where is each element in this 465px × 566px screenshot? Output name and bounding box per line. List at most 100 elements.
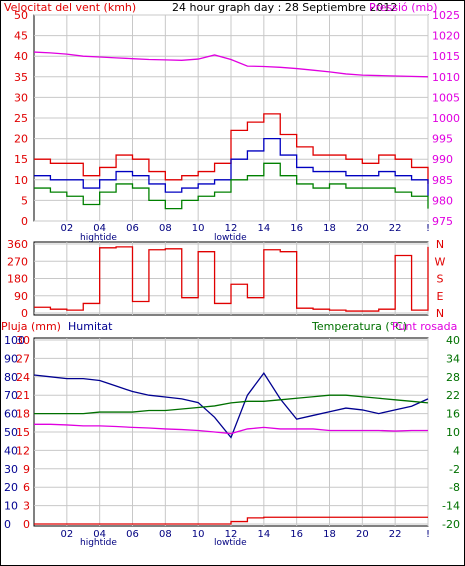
compass-label: N [436,307,444,320]
rain-tick-label: 12 [16,444,30,457]
rain-tick-label: 27 [16,352,30,365]
x-tick-label: 20 [356,529,369,540]
humidity-axis-title: Humitat [68,320,113,333]
hightide-label-bottom: hightide [80,538,117,548]
direction-tick-label: 180 [7,273,28,286]
wind-tick-label: 45 [14,30,28,43]
pressure-tick-label: 990 [432,153,453,166]
x-tick-label: 04 [93,223,106,234]
humidity-tick-label: 40 [4,444,18,457]
x-tick-label: 12 [225,529,238,540]
humidity-tick-label: 100 [4,334,25,347]
x-tick-label: 02 [60,529,73,540]
wind-avg-line [34,137,429,197]
rain-tick-label: 6 [23,481,30,494]
rain-tick-label: 24 [16,371,30,384]
temperature-tick-label: 22 [446,389,460,402]
temperature-tick-label: -8 [449,481,460,494]
x-tick-label: 10 [192,529,205,540]
x-tick-label: 14 [257,529,270,540]
wind-tick-label: 25 [14,112,28,125]
humidity-tick-label: 70 [4,389,18,402]
x-tick-label: 22 [389,223,402,234]
pressure-tick-label: 1015 [432,50,460,63]
wind-tick-label: 35 [14,71,28,84]
wind-gust-line [34,113,429,184]
pressure-tick-label: 1010 [432,71,460,84]
pressure-tick-label: 985 [432,174,453,187]
humidity-line [33,371,429,439]
compass-label: E [437,290,444,303]
compass-label: S [437,273,444,286]
x-tick-label: 04 [93,529,106,540]
wind-tick-label: 10 [14,174,28,187]
x-tick-label: 20 [356,223,369,234]
humidity-tick-label: 0 [4,518,11,531]
temperature-tick-label: 34 [446,352,460,365]
wind-tick-label: 0 [21,215,28,228]
x-tick-label: 06 [126,529,139,540]
temperature-tick-label: -2 [449,463,460,476]
rain-tick-label: 3 [23,500,30,513]
pressure-tick-label: 975 [432,215,453,228]
wind-x-axis: 02 04 06 08 10 12 14 16 18 20 22! [60,223,430,234]
wind-tick-label: 20 [14,133,28,146]
temperature-tick-label: 4 [453,444,460,457]
x-tick-label: 18 [323,223,336,234]
x-tick-label: 18 [323,529,336,540]
wind-tick-label: 40 [14,50,28,63]
rain-tick-label: 30 [16,334,30,347]
wind-low-line [34,162,429,210]
pressure-tick-label: 995 [432,133,453,146]
x-tick-label: 10 [192,223,205,234]
lowtide-label-bottom: lowtide [214,538,247,548]
dewpoint-line [34,423,428,435]
direction-line [34,246,429,312]
pressure-axis-title: Pressió (mb) [369,1,438,14]
pressure-tick-label: 1005 [432,91,460,104]
lowtide-label-top: lowtide [214,233,247,243]
pressure-tick-label: 980 [432,194,453,207]
rain-tick-label: 0 [23,518,30,531]
pressure-tick-label: 1000 [432,112,460,125]
x-tick-label: 08 [159,223,172,234]
direction-tick-label: 360 [7,238,28,251]
x-tick-label: 02 [60,223,73,234]
x-tick-label: 06 [126,223,139,234]
temperature-tick-label: -14 [442,500,460,513]
x-tick-label: 22 [389,529,402,540]
temperature-tick-label: 28 [446,371,460,384]
temperature-line [34,394,429,415]
wind-tick-label: 30 [14,91,28,104]
pressure-line [33,51,429,78]
wind-tick-label: 15 [14,153,28,166]
dewpoint-axis-title: Punt rosada [392,320,457,333]
x-tick-label: 16 [290,223,303,234]
temperature-tick-label: 10 [446,426,460,439]
x-tick-label: 14 [257,223,270,234]
temperature-tick-label: 40 [446,334,460,347]
rain-tick-label: 21 [16,389,30,402]
rain-tick-label: 9 [23,463,30,476]
x-tick-label: 12 [225,223,238,234]
humidity-tick-label: 90 [4,352,18,365]
humidity-tick-label: 20 [4,481,18,494]
compass-label: N [436,238,444,251]
x-tick-label: ! [426,529,430,540]
wind-tick-label: 50 [14,9,28,22]
humidity-tick-label: 50 [4,426,18,439]
chart-title: 24 hour graph day : 28 Septiembre 2012 [172,1,397,14]
temperature-tick-label: -20 [442,518,460,531]
hightide-label-top: hightide [80,233,117,243]
temperature-tick-label: 16 [446,408,460,421]
rain-tick-label: 15 [16,426,30,439]
x-tick-label: ! [426,223,430,234]
rain-tick-label: 18 [16,408,30,421]
wind-axis-title: Velocitat del vent (kmh) [4,1,136,14]
x-tick-label: 16 [290,529,303,540]
humidity-tick-label: 10 [4,500,18,513]
